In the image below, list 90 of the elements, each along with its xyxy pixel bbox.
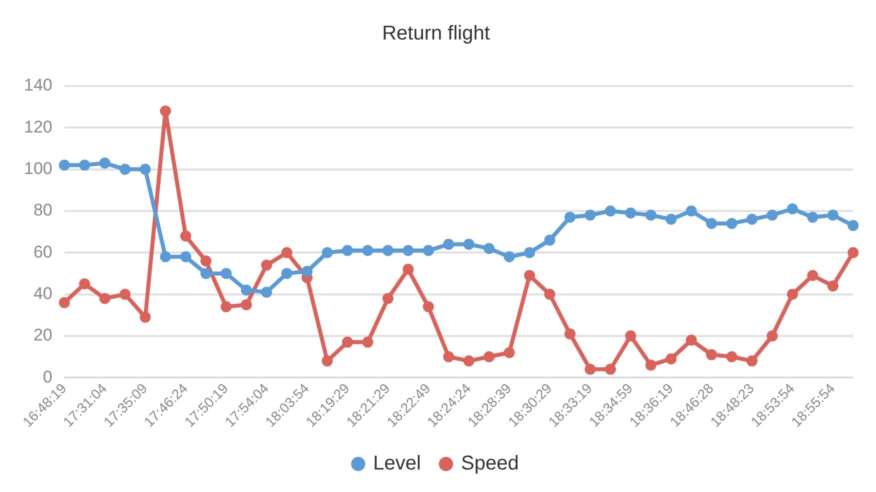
point <box>240 284 252 296</box>
point <box>402 264 414 275</box>
point <box>422 301 434 312</box>
point <box>544 234 556 246</box>
point <box>302 266 313 277</box>
point <box>342 245 354 256</box>
y-tick-label: 0 <box>42 367 52 386</box>
point <box>422 245 434 256</box>
point <box>220 268 232 279</box>
point <box>322 355 333 366</box>
point <box>79 160 90 171</box>
point <box>484 242 495 254</box>
y-tick-label: 120 <box>24 117 52 136</box>
point <box>504 251 515 262</box>
point <box>342 336 354 348</box>
point <box>726 218 738 229</box>
y-tick-label: 100 <box>24 159 52 178</box>
y-tick-label: 140 <box>24 76 52 95</box>
point <box>99 158 110 169</box>
point <box>625 208 636 219</box>
point <box>766 330 778 342</box>
point <box>746 214 758 225</box>
point <box>584 364 596 375</box>
point <box>686 334 697 346</box>
point <box>220 301 232 312</box>
point <box>524 270 536 282</box>
point <box>443 238 454 250</box>
point <box>261 260 272 271</box>
point <box>362 336 374 348</box>
point <box>322 247 333 258</box>
y-tick-label: 80 <box>33 200 52 220</box>
point <box>99 292 110 304</box>
point <box>463 238 474 250</box>
point <box>200 268 212 279</box>
point <box>827 210 838 221</box>
legend-label: Level <box>373 452 421 475</box>
point <box>58 160 70 171</box>
point <box>766 210 778 221</box>
point <box>564 212 576 223</box>
point <box>544 288 556 300</box>
point <box>807 270 818 282</box>
point <box>120 288 131 300</box>
point <box>200 255 212 266</box>
point <box>848 220 859 232</box>
point <box>706 218 718 229</box>
point <box>564 328 576 340</box>
point <box>604 364 616 375</box>
point <box>604 205 616 216</box>
point <box>666 214 677 225</box>
point <box>58 297 70 308</box>
point <box>180 251 192 262</box>
point <box>120 164 131 175</box>
y-tick-label: 20 <box>33 326 52 345</box>
point <box>848 247 859 258</box>
point <box>524 247 536 258</box>
legend-label: Speed <box>460 452 519 475</box>
point <box>402 245 414 256</box>
point <box>140 312 151 323</box>
point <box>827 280 838 292</box>
point <box>362 245 374 256</box>
y-tick-label: 40 <box>33 284 52 303</box>
point <box>140 164 151 175</box>
point <box>281 268 292 279</box>
point <box>160 251 171 262</box>
point <box>463 355 474 366</box>
point <box>79 278 90 290</box>
point <box>584 210 596 221</box>
point <box>625 330 636 342</box>
point <box>746 355 758 366</box>
point <box>261 286 272 298</box>
point <box>484 351 495 362</box>
point <box>180 230 192 242</box>
chart-title: Return flight <box>382 22 490 45</box>
point <box>443 351 454 362</box>
point <box>666 353 677 364</box>
point <box>240 299 252 310</box>
point <box>382 292 394 304</box>
point <box>786 203 798 214</box>
point <box>281 247 292 258</box>
point <box>382 245 394 256</box>
point <box>504 347 515 358</box>
y-tick-label: 60 <box>33 242 52 262</box>
point <box>807 212 818 223</box>
point <box>786 288 798 300</box>
point <box>686 205 697 216</box>
point <box>645 360 656 371</box>
point <box>726 351 738 362</box>
point <box>160 105 171 116</box>
point <box>645 210 656 221</box>
point <box>706 349 718 360</box>
